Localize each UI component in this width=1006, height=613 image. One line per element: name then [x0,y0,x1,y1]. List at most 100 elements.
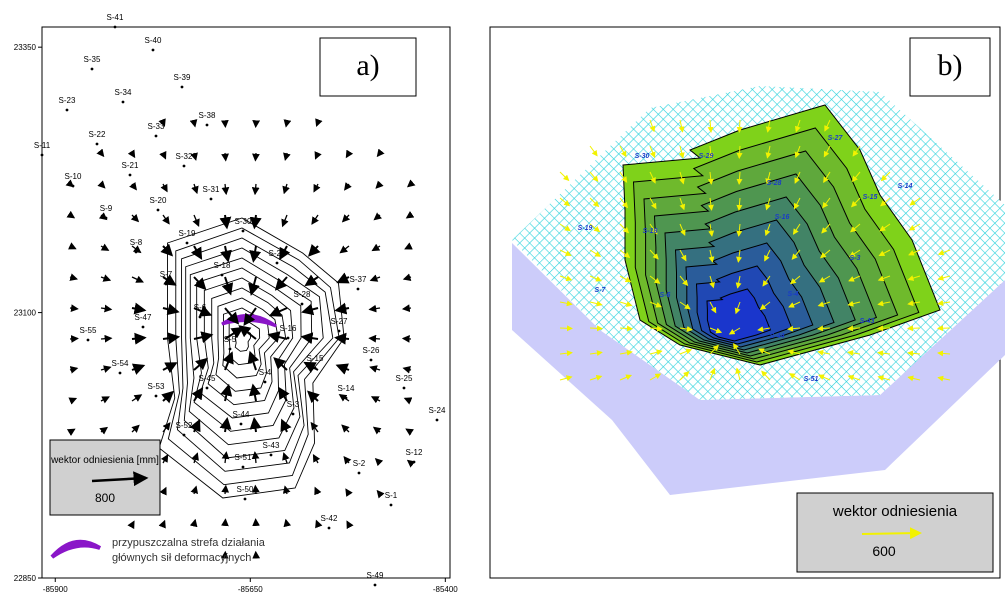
station-dot [152,49,155,52]
displacement-vector [336,338,349,339]
station-dot [183,165,186,168]
station-dot [244,498,247,501]
legend-title: wektor odniesienia [832,503,958,520]
station-label: S-27 [331,317,348,326]
station-dot [328,527,331,530]
station-label: S-6 [660,292,671,299]
station-label: S-51 [235,453,252,462]
station-label: S-20 [150,196,167,205]
station-dot [374,584,377,587]
station-label: S-43 [860,318,875,325]
station-label: S-29 [269,249,286,258]
station-label: S-12 [406,448,423,457]
panel-label: b) [938,49,963,82]
station-label: S-19 [578,225,593,232]
station-dot [157,209,160,212]
displacement-vector [286,122,287,126]
station-dot [122,101,125,104]
station-dot [436,419,439,422]
displacement-vector [848,328,860,329]
station-dot [240,423,243,426]
legend-title: wektor odniesienia [mm] [50,455,159,466]
station-label: S-21 [122,161,139,170]
station-dot [66,109,69,112]
y-tick-label: 23100 [14,309,37,318]
station-dot [105,217,108,220]
station-dot [91,68,94,71]
legend-vector [862,533,920,534]
station-label: S-42 [321,514,338,523]
station-label: S-15 [863,194,878,201]
station-label: S-26 [363,346,380,355]
station-dot [292,413,295,416]
displacement-vector [878,328,890,329]
station-label: S-5 [224,335,237,344]
station-dot [221,274,224,277]
station-label: S-8 [130,238,143,247]
station-dot [242,230,245,233]
station-label: S-33 [148,122,165,131]
station-label: S-24 [429,406,446,415]
station-label: S-4 [259,368,272,377]
station-label: S-32 [176,152,193,161]
station-dot [186,242,189,245]
station-label: S-1 [385,491,398,500]
displacement-vector [225,153,226,160]
station-label: S-9 [100,204,113,213]
displacement-vector [225,486,226,494]
station-dot [155,395,158,398]
station-label: S-7 [595,287,607,294]
zone-note: głównych sił deformacyjnych [112,552,251,564]
station-label: S-50 [237,485,254,494]
station-label: S-28 [767,180,782,187]
station-dot [413,461,416,464]
displacement-vector [255,486,256,494]
station-label: S-45 [199,374,216,383]
station-label: S-16 [775,214,790,221]
station-dot [96,143,99,146]
station-label: S-35 [84,55,101,64]
station-dot [338,330,341,333]
station-label: S-3 [287,400,300,409]
x-tick-label: -85400 [433,585,458,594]
station-dot [357,288,360,291]
station-dot [129,174,132,177]
displacement-vector [255,153,256,160]
station-label: S-30 [635,153,650,160]
station-label: S-54 [112,359,129,368]
station-label: S-25 [396,374,413,383]
station-dot [119,372,122,375]
displacement-vector [403,308,411,309]
x-tick-label: -85900 [43,585,68,594]
station-dot [403,387,406,390]
legend-value: 600 [872,543,896,559]
displacement-vector [70,308,78,309]
station-dot [345,397,348,400]
station-label: S-47 [135,313,152,322]
station-dot [183,434,186,437]
station-label: S-43 [263,441,280,450]
station-dot [87,339,90,342]
station-dot [199,316,202,319]
station-dot [206,387,209,390]
station-label: S-19 [179,229,196,238]
station-label: S-28 [294,290,311,299]
station-dot [155,135,158,138]
station-label: S-22 [89,130,106,139]
station-label: S-15 [307,354,324,363]
station-dot [276,262,279,265]
station-label: S-2 [353,459,366,468]
station-label: S-3 [850,255,861,262]
station-label: S-44 [233,410,250,419]
station-label: S-31 [203,185,220,194]
station-label: S-52 [176,421,193,430]
station-label: S-18 [214,261,231,270]
station-label: S-37 [350,275,367,284]
displacement-vector [739,120,740,132]
station-dot [181,86,184,89]
station-dot [314,367,317,370]
station-label: S-49 [367,571,384,580]
station-label: S-38 [199,111,216,120]
station-label: S-53 [148,382,165,391]
